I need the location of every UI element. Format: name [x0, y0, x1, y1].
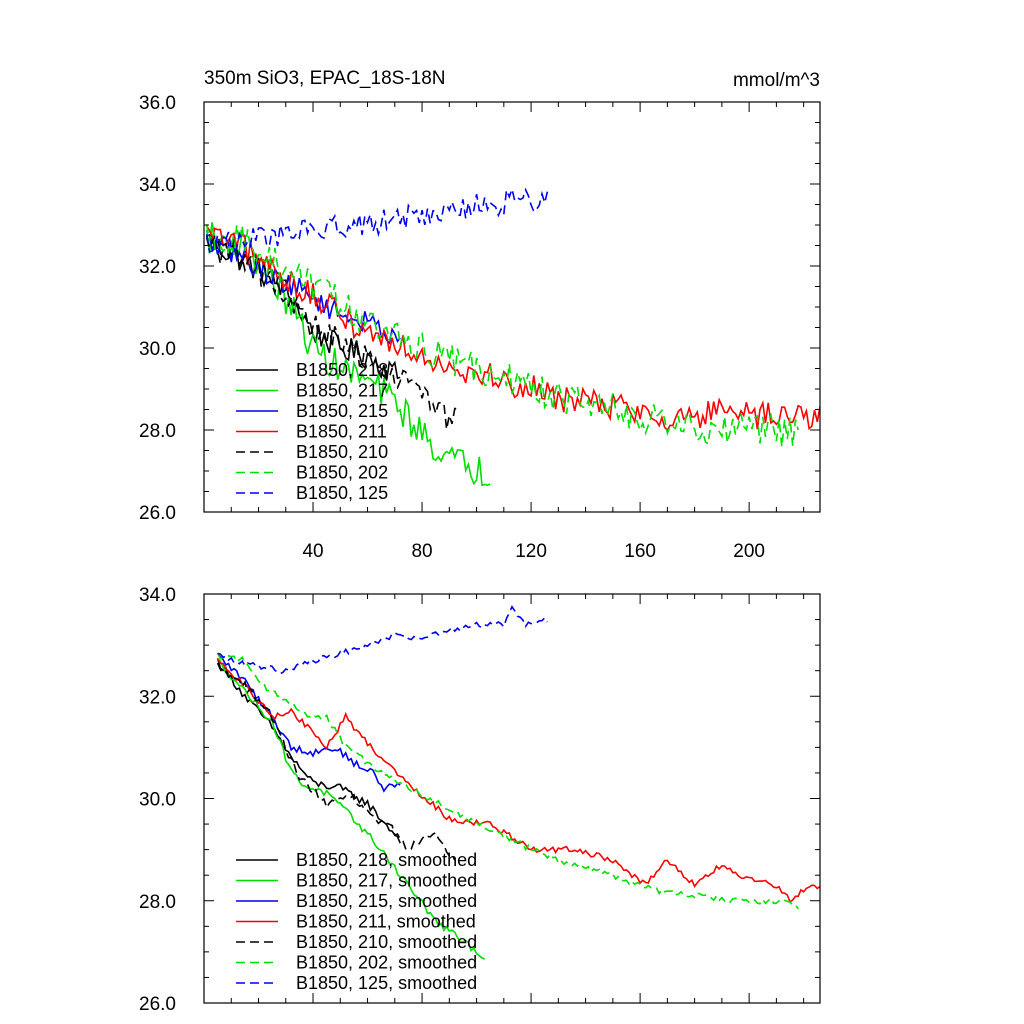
- series-line-6: [217, 605, 549, 675]
- series-lines: [216, 605, 820, 960]
- legend-label-6: B1850, 125: [296, 483, 388, 503]
- top-panel: 350m SiO3, EPAC_18S-18N mmol/m^3 26.0 28.…: [139, 68, 821, 562]
- series-line-3: [206, 225, 820, 432]
- legend-label-2: B1850, 215, smoothed: [296, 891, 477, 911]
- series-line-4: [205, 232, 458, 430]
- y-tick-label: 34.0: [139, 175, 176, 196]
- bottom-panel: 26.0 28.0 30.0 32.0 34.0 B1850, 218, smoothed…: [139, 585, 821, 1015]
- legend-label-0: B1850, 218: [296, 360, 388, 380]
- top-panel-units: mmol/m^3: [733, 70, 820, 91]
- legend-label-6: B1850, 125, smoothed: [296, 973, 477, 993]
- y-tick-label: 28.0: [139, 892, 176, 913]
- y-tick-label: 26.0: [139, 994, 176, 1015]
- legend-label-4: B1850, 210: [296, 442, 388, 462]
- x-tick-label: 200: [733, 541, 765, 562]
- series-line-1: [217, 658, 486, 960]
- y-tick-label: 32.0: [139, 687, 176, 708]
- series-line-2: [216, 652, 401, 793]
- legend-label-0: B1850, 218, smoothed: [296, 850, 477, 870]
- series-line-1: [205, 222, 491, 487]
- y-tick-label: 36.0: [139, 93, 176, 114]
- x-tick-label: 160: [624, 541, 656, 562]
- series-lines: [205, 186, 820, 487]
- legend-label-4: B1850, 210, smoothed: [296, 932, 477, 952]
- series-line-4: [216, 662, 456, 861]
- legend-label-2: B1850, 215: [296, 401, 388, 421]
- legend-label-1: B1850, 217: [296, 381, 388, 401]
- legend-label-1: B1850, 217, smoothed: [296, 871, 477, 891]
- y-tick-label: 30.0: [139, 790, 176, 811]
- legend-label-3: B1850, 211, smoothed: [296, 912, 476, 932]
- y-tick-label: 28.0: [139, 421, 176, 442]
- y-tick-label: 34.0: [139, 585, 176, 606]
- series-line-2: [206, 233, 401, 345]
- legend-label-5: B1850, 202: [296, 463, 388, 483]
- y-tick-label: 26.0: [139, 503, 176, 524]
- series-line-0: [216, 658, 401, 844]
- series-line-5: [205, 221, 799, 447]
- legend-label-5: B1850, 202, smoothed: [296, 953, 477, 973]
- y-tick-label: 30.0: [139, 339, 176, 360]
- x-tick-label: 40: [302, 541, 323, 562]
- y-tick-label: 32.0: [139, 257, 176, 278]
- top-panel-title: 350m SiO3, EPAC_18S-18N: [204, 68, 446, 89]
- series-line-5: [216, 653, 799, 910]
- series-line-3: [216, 658, 820, 904]
- x-tick-label: 120: [515, 541, 547, 562]
- series-line-6: [205, 186, 549, 253]
- legend-label-3: B1850, 211: [296, 422, 387, 442]
- x-tick-label: 80: [411, 541, 432, 562]
